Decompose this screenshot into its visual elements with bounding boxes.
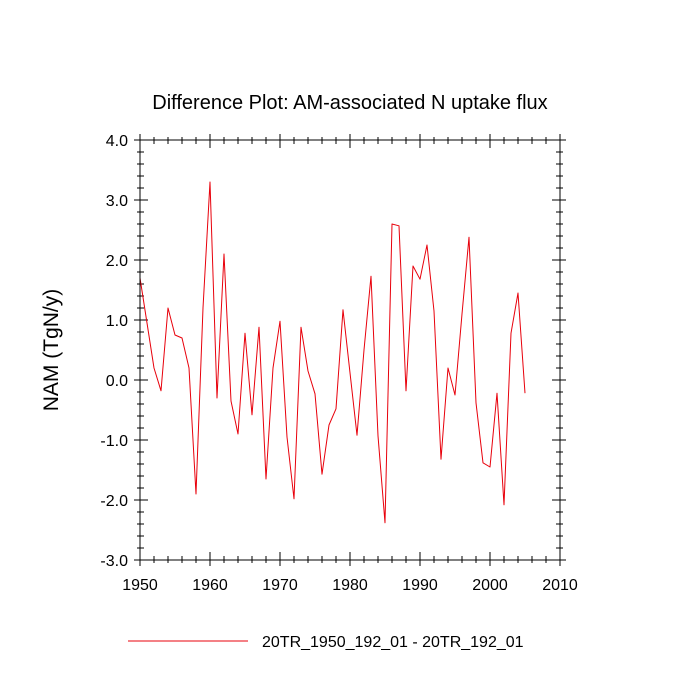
data-point bbox=[188, 367, 189, 368]
data-point bbox=[468, 237, 469, 238]
x-tick-labels: 1950 1960 1970 1980 1990 2000 2010 bbox=[122, 577, 578, 594]
data-point bbox=[328, 424, 329, 425]
x-tick-label: 1960 bbox=[192, 577, 228, 594]
data-point bbox=[503, 504, 504, 505]
data-point bbox=[391, 223, 392, 224]
data-point bbox=[433, 310, 434, 311]
data-point bbox=[440, 459, 441, 460]
y-axis-label: NAM (TgN/y) bbox=[40, 289, 63, 412]
data-point bbox=[258, 327, 259, 328]
x-tick-label: 1980 bbox=[332, 577, 368, 594]
data-point bbox=[510, 333, 511, 334]
data-point bbox=[223, 253, 224, 254]
y-tick-label: -1.0 bbox=[100, 433, 128, 450]
data-point bbox=[356, 435, 357, 436]
x-tick-label: 1950 bbox=[122, 577, 158, 594]
y-tick-label: 2.0 bbox=[106, 253, 128, 270]
x-tick-label: 1990 bbox=[402, 577, 438, 594]
data-point bbox=[307, 370, 308, 371]
data-point bbox=[426, 244, 427, 245]
data-point bbox=[482, 462, 483, 463]
data-point bbox=[370, 276, 371, 277]
x-tick-label: 2010 bbox=[542, 577, 578, 594]
data-point bbox=[237, 433, 238, 434]
data-point bbox=[454, 394, 455, 395]
data-point bbox=[517, 292, 518, 293]
data-point bbox=[489, 466, 490, 467]
data-point bbox=[475, 402, 476, 403]
data-point bbox=[174, 334, 175, 335]
legend: 20TR_1950_192_01 - 20TR_192_01 bbox=[128, 634, 524, 651]
data-point bbox=[314, 393, 315, 394]
data-point bbox=[167, 307, 168, 308]
data-point bbox=[272, 367, 273, 368]
data-point bbox=[398, 225, 399, 226]
data-point bbox=[251, 414, 252, 415]
data-point bbox=[279, 321, 280, 322]
data-point bbox=[160, 390, 161, 391]
data-point bbox=[321, 474, 322, 475]
data-point bbox=[230, 400, 231, 401]
data-point bbox=[335, 408, 336, 409]
plot-frame bbox=[139, 139, 561, 561]
data-point bbox=[181, 337, 182, 338]
legend-label: 20TR_1950_192_01 - 20TR_192_01 bbox=[262, 634, 524, 651]
data-point bbox=[202, 307, 203, 308]
y-tick-label: -3.0 bbox=[100, 553, 128, 570]
data-point bbox=[524, 393, 525, 394]
data-point bbox=[216, 397, 217, 398]
data-point bbox=[377, 435, 378, 436]
data-point bbox=[363, 349, 364, 350]
data-point bbox=[209, 181, 210, 182]
y-tick-label: 1.0 bbox=[106, 313, 128, 330]
data-point bbox=[412, 265, 413, 266]
data-point bbox=[405, 390, 406, 391]
data-point bbox=[195, 493, 196, 494]
data-point bbox=[244, 333, 245, 334]
series-line bbox=[139, 181, 526, 524]
x-tick-label: 2000 bbox=[472, 577, 508, 594]
y-tick-labels: -3.0 -2.0 -1.0 0.0 1.0 2.0 3.0 4.0 bbox=[100, 133, 128, 570]
chart-title: Difference Plot: AM-associated N uptake … bbox=[152, 92, 547, 114]
data-point bbox=[342, 309, 343, 310]
x-tick-label: 1970 bbox=[262, 577, 298, 594]
y-tick-label: -2.0 bbox=[100, 493, 128, 510]
data-point bbox=[300, 327, 301, 328]
data-point bbox=[265, 478, 266, 479]
y-tick-label: 4.0 bbox=[106, 133, 128, 150]
tick-marks bbox=[134, 134, 566, 566]
data-point bbox=[293, 498, 294, 499]
data-point bbox=[461, 313, 462, 314]
data-point bbox=[419, 279, 420, 280]
data-points bbox=[139, 181, 525, 523]
data-point bbox=[447, 367, 448, 368]
y-tick-label: 3.0 bbox=[106, 193, 128, 210]
data-point bbox=[349, 372, 350, 373]
data-point bbox=[153, 367, 154, 368]
data-point bbox=[146, 322, 147, 323]
y-tick-label: 0.0 bbox=[106, 373, 128, 390]
data-point bbox=[496, 393, 497, 394]
data-point bbox=[286, 436, 287, 437]
data-point bbox=[384, 522, 385, 523]
